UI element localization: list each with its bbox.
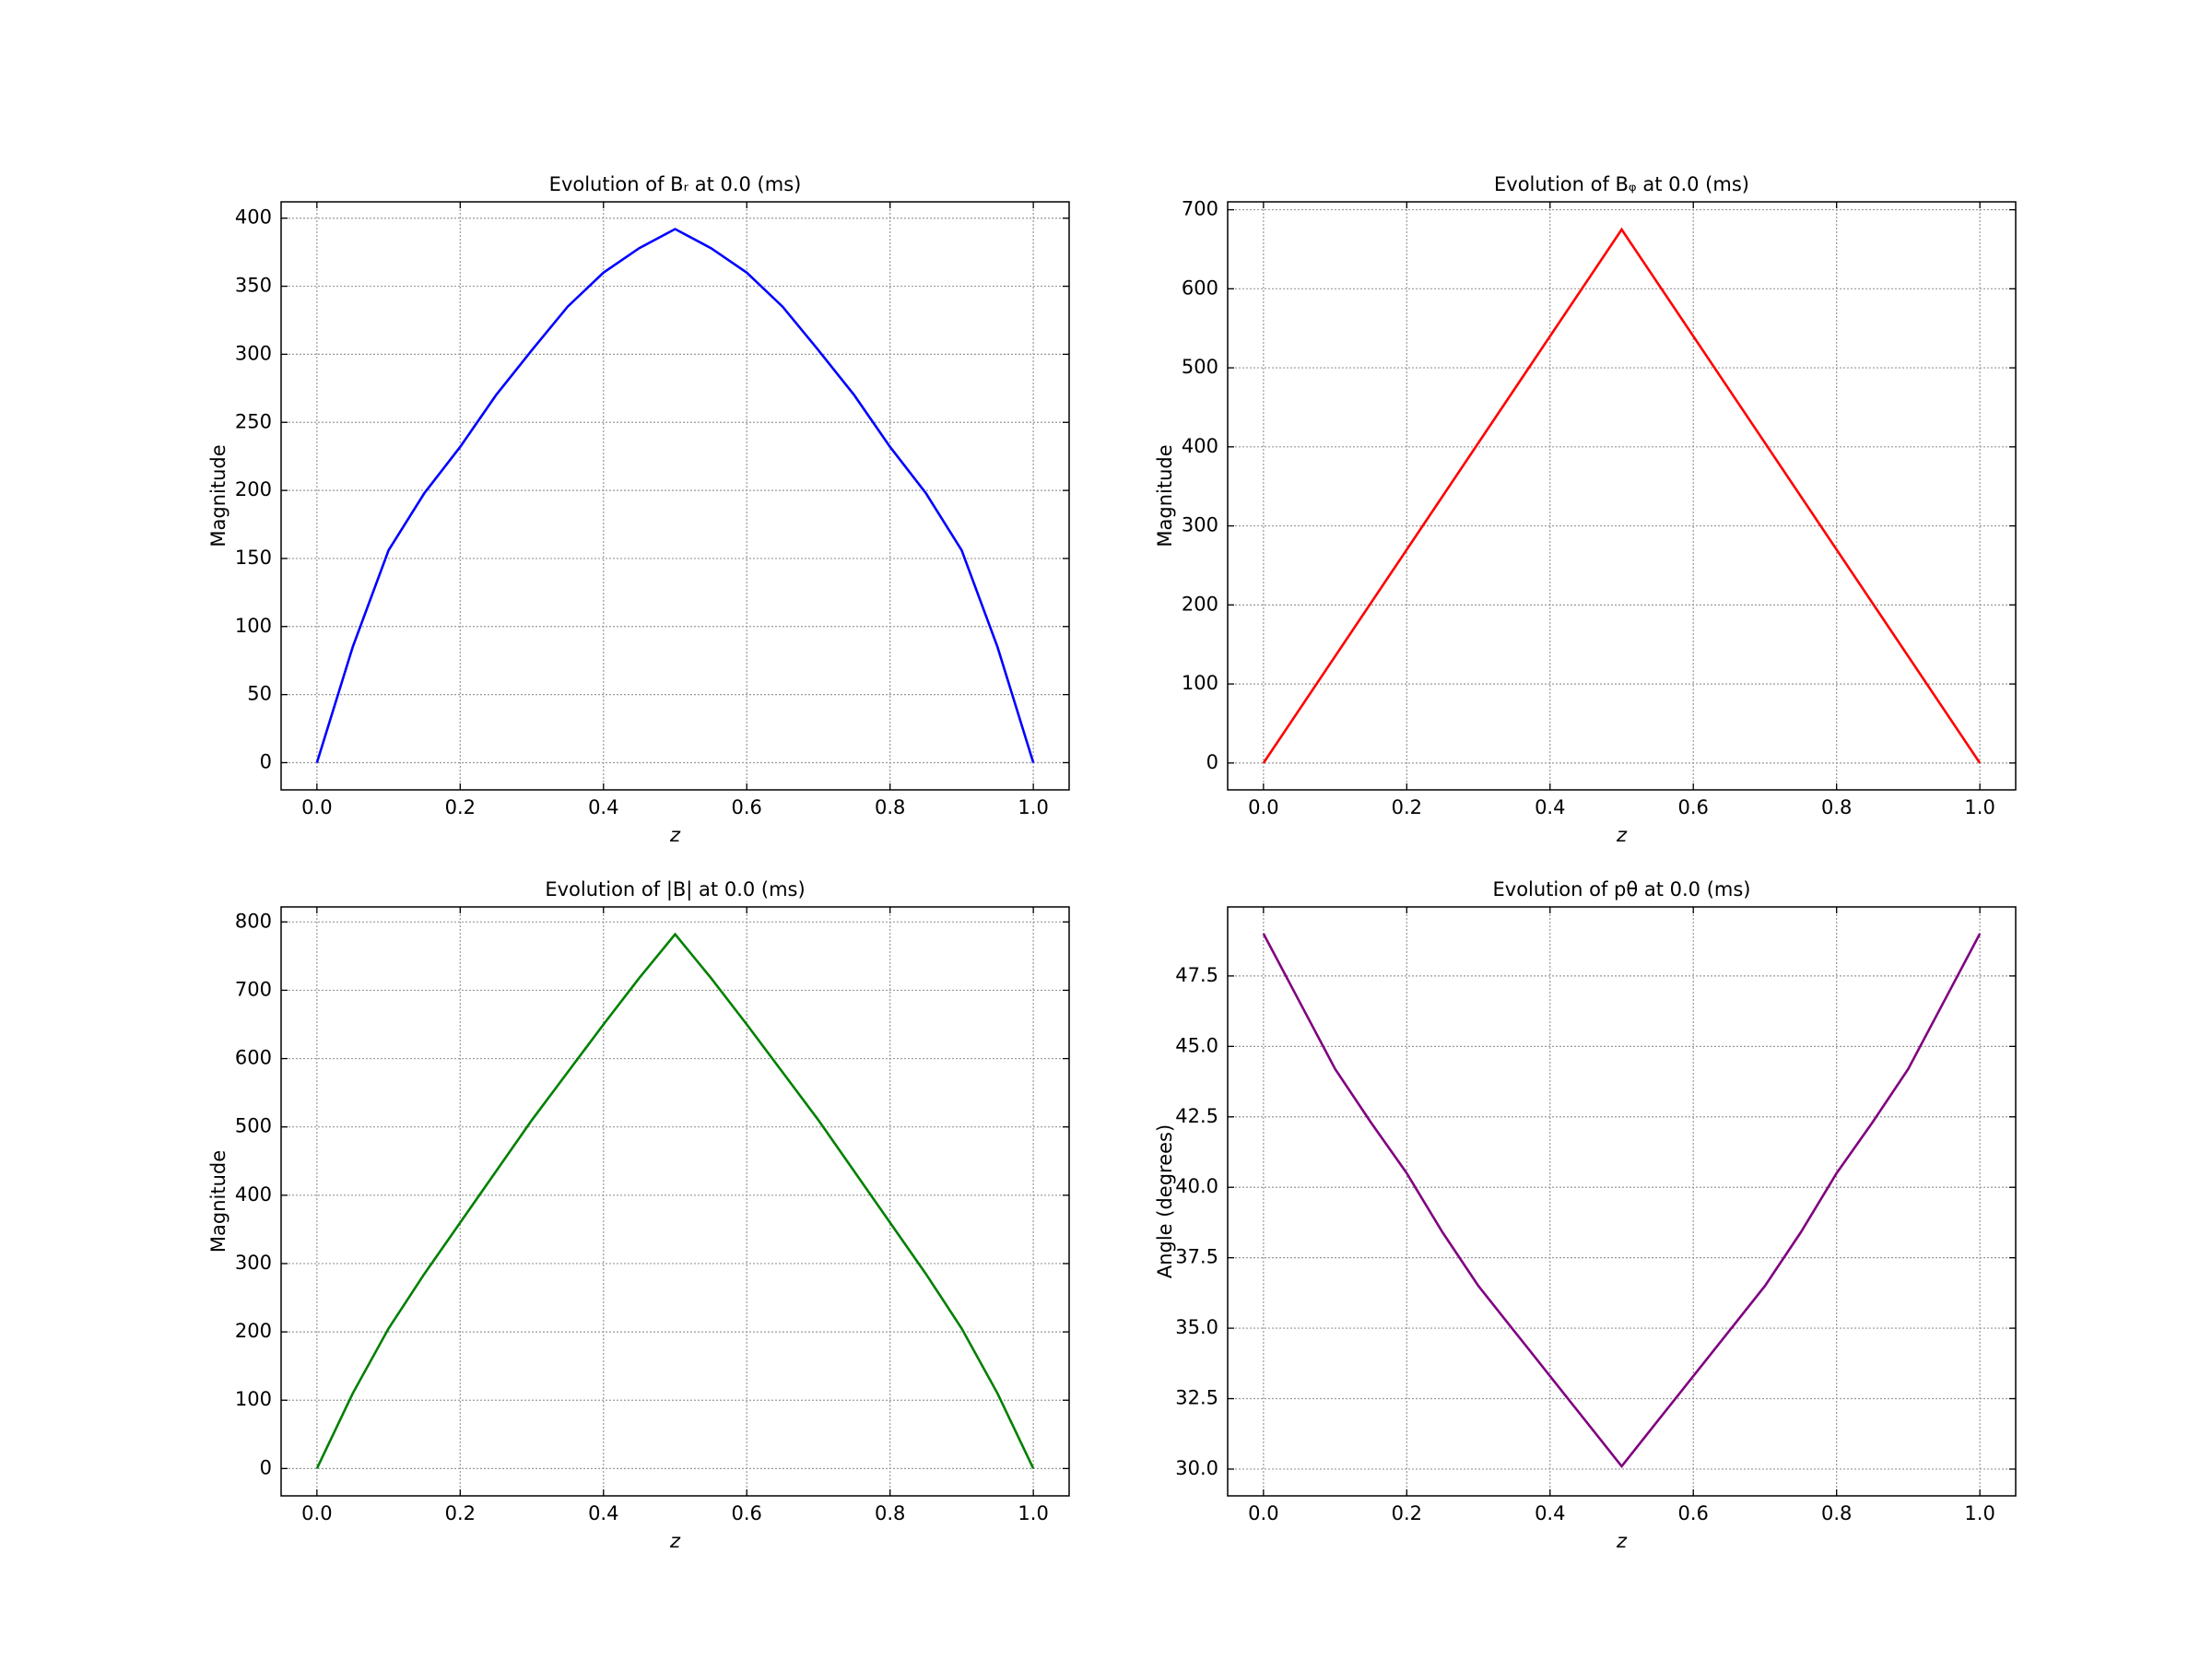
chart-title: Evolution of Bᵣ at 0.0 (ms) [549,173,802,195]
y-tick-label: 400 [235,206,272,229]
plot-frame [280,201,1070,791]
plot-frame [1227,906,2017,1497]
x-tick-label: 0.6 [1678,1502,1709,1524]
y-tick-label: 100 [235,615,272,637]
chart-title: Evolution of |B| at 0.0 (ms) [545,878,805,901]
y-tick-label: 42.5 [1175,1105,1218,1127]
y-tick-label: 600 [1182,276,1218,299]
x-tick-label: 0.8 [1821,796,1852,818]
y-tick-label: 700 [235,978,272,1000]
x-tick-label: 0.8 [1821,1502,1852,1524]
x-tick-label: 0.0 [301,796,332,818]
y-tick-label: 0 [260,1456,272,1478]
chart-title: Evolution of pθ at 0.0 (ms) [1493,878,1751,900]
x-tick-label: 0.2 [1392,796,1422,818]
x-tick-label: 0.8 [875,796,905,818]
x-tick-label: 0.0 [1248,1502,1278,1524]
y-tick-label: 250 [235,410,272,432]
y-tick-label: 50 [247,683,272,705]
x-tick-label: 0.4 [1535,796,1565,818]
x-tick-label: 0.6 [732,796,762,818]
y-tick-label: 200 [235,1320,272,1342]
x-axis-label: z [1616,824,1628,846]
chart-title: Evolution of Bᵩ at 0.0 (ms) [1494,173,1749,195]
y-tick-label: 47.5 [1175,964,1218,986]
y-axis-label: Angle (degrees) [1154,1124,1176,1278]
y-tick-label: 400 [235,1183,272,1206]
y-tick-label: 40.0 [1175,1175,1218,1197]
data-line [1262,227,1982,764]
x-tick-label: 0.2 [445,796,476,818]
y-tick-label: 35.0 [1175,1316,1218,1338]
y-tick-label: 500 [235,1115,272,1137]
x-tick-label: 0.2 [445,1502,476,1524]
x-tick-label: 0.6 [732,1502,762,1524]
y-axis-label: Magnitude [1154,444,1176,547]
x-tick-label: 0.4 [588,1502,618,1524]
y-tick-label: 500 [1182,356,1218,378]
y-tick-label: 200 [1182,593,1218,615]
y-tick-label: 150 [235,547,272,569]
y-tick-label: 400 [1182,435,1218,457]
y-tick-label: 100 [235,1388,272,1410]
x-tick-label: 0.0 [1248,796,1278,818]
y-tick-label: 300 [1182,514,1218,536]
x-tick-label: 0.2 [1392,1502,1422,1524]
x-tick-label: 0.8 [875,1502,905,1524]
y-tick-label: 300 [235,1252,272,1274]
data-line [1262,933,1982,1468]
y-tick-label: 350 [235,275,272,297]
x-tick-label: 0.6 [1678,796,1709,818]
x-tick-label: 0.0 [301,1502,332,1524]
data-line [315,932,1035,1469]
x-tick-label: 1.0 [1018,1502,1048,1524]
plot-frame [1227,201,2017,791]
x-tick-label: 0.4 [1535,1502,1565,1524]
y-tick-label: 32.5 [1175,1387,1218,1409]
x-axis-label: z [669,1530,681,1552]
y-tick-label: 45.0 [1175,1034,1218,1056]
y-tick-label: 800 [235,910,272,932]
y-tick-label: 0 [260,750,272,772]
y-tick-label: 30.0 [1175,1457,1218,1479]
data-line [315,228,1035,763]
x-axis-label: z [1616,1530,1628,1552]
y-tick-label: 37.5 [1175,1246,1218,1268]
x-tick-label: 1.0 [1018,796,1048,818]
x-tick-label: 0.4 [588,796,618,818]
y-tick-label: 700 [1182,198,1218,220]
plot-frame [280,906,1070,1497]
y-tick-label: 200 [235,478,272,500]
x-tick-label: 1.0 [1964,796,1994,818]
y-tick-label: 600 [235,1047,272,1069]
x-tick-label: 1.0 [1964,1502,1994,1524]
y-axis-label: Magnitude [207,1150,229,1253]
y-axis-label: Magnitude [207,444,229,547]
x-axis-label: z [669,824,681,846]
y-tick-label: 0 [1206,751,1218,773]
y-tick-label: 300 [235,342,272,364]
y-tick-label: 100 [1182,672,1218,694]
